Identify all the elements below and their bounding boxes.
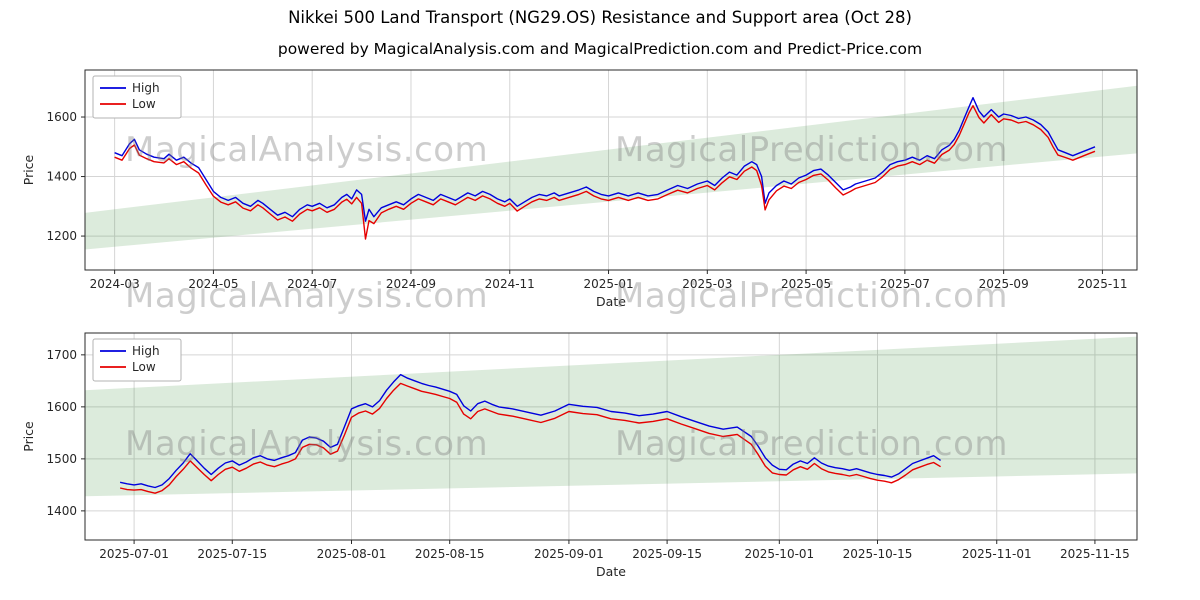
plot-border xyxy=(84,332,1138,541)
chart-title: Nikkei 500 Land Transport (NG29.OS) Resi… xyxy=(288,8,912,27)
x-tick-label: 2025-11-15 xyxy=(1060,547,1130,561)
x-tick-label: 2025-09-01 xyxy=(534,547,604,561)
x-tick-label: 2025-10-15 xyxy=(843,547,913,561)
axes: 2025-07-01 2025-07-15 2025-08-01 2025-08-15… xyxy=(46,348,1129,561)
x-tick-label: 2025-07-01 xyxy=(99,547,169,561)
y-tick-label: 1600 xyxy=(46,110,77,124)
high-line xyxy=(119,373,941,489)
y-axis-label: Price xyxy=(21,421,36,452)
y-tick-label: 1200 xyxy=(46,229,77,243)
y-tick-label: 1500 xyxy=(46,452,77,466)
legend: High Low xyxy=(92,75,182,119)
low-line xyxy=(114,105,1096,240)
x-axis-label: Date xyxy=(596,294,626,309)
gridlines xyxy=(85,70,1137,270)
x-tick-label: 2025-09-15 xyxy=(632,547,702,561)
x-tick-label: 2025-03 xyxy=(682,277,732,291)
legend-label: High xyxy=(132,81,160,95)
x-tick-label: 2025-11 xyxy=(1077,277,1127,291)
legend-label: Low xyxy=(132,97,156,111)
support-resistance-band xyxy=(85,336,1137,497)
x-tick-label: 2025-05 xyxy=(781,277,831,291)
legend: High Low xyxy=(92,338,182,382)
x-tick-label: 2024-07 xyxy=(287,277,337,291)
gridlines xyxy=(85,333,1137,540)
chart-subtitle: powered by MagicalAnalysis.com and Magic… xyxy=(277,40,923,58)
x-tick-label: 2025-11-01 xyxy=(962,547,1032,561)
x-tick-label: 2024-05 xyxy=(188,277,238,291)
y-tick-label: 1400 xyxy=(46,170,77,184)
x-tick-label: 2024-11 xyxy=(485,277,535,291)
x-tick-label: 2025-08-15 xyxy=(415,547,485,561)
x-tick-label: 2025-01 xyxy=(583,277,633,291)
axes: 2024-03 2024-05 2024-07 2024-09 2024-11 2025-… xyxy=(46,110,1127,291)
x-axis-label: Date xyxy=(596,564,626,579)
x-tick-label: 2025-07 xyxy=(880,277,930,291)
legend-label: High xyxy=(132,344,160,358)
high-line xyxy=(114,97,1096,222)
detail-price-chart: 2025-07-01 2025-07-15 2025-08-01 2025-08-15… xyxy=(21,332,1138,579)
overview-price-chart: 2024-03 2024-05 2024-07 2024-09 2024-11 2025-… xyxy=(21,69,1138,309)
support-resistance-band xyxy=(85,85,1137,250)
x-tick-label: 2025-07-15 xyxy=(197,547,267,561)
legend-label: Low xyxy=(132,360,156,374)
y-tick-label: 1700 xyxy=(46,348,77,362)
x-tick-label: 2025-08-01 xyxy=(317,547,387,561)
x-tick-label: 2024-03 xyxy=(90,277,140,291)
plot-border xyxy=(84,69,1138,271)
x-tick-label: 2025-10-01 xyxy=(744,547,814,561)
y-tick-label: 1400 xyxy=(46,504,77,518)
x-tick-label: 2025-09 xyxy=(979,277,1029,291)
low-line xyxy=(119,382,941,494)
x-tick-label: 2024-09 xyxy=(386,277,436,291)
y-tick-label: 1600 xyxy=(46,400,77,414)
y-axis-label: Price xyxy=(21,154,36,185)
